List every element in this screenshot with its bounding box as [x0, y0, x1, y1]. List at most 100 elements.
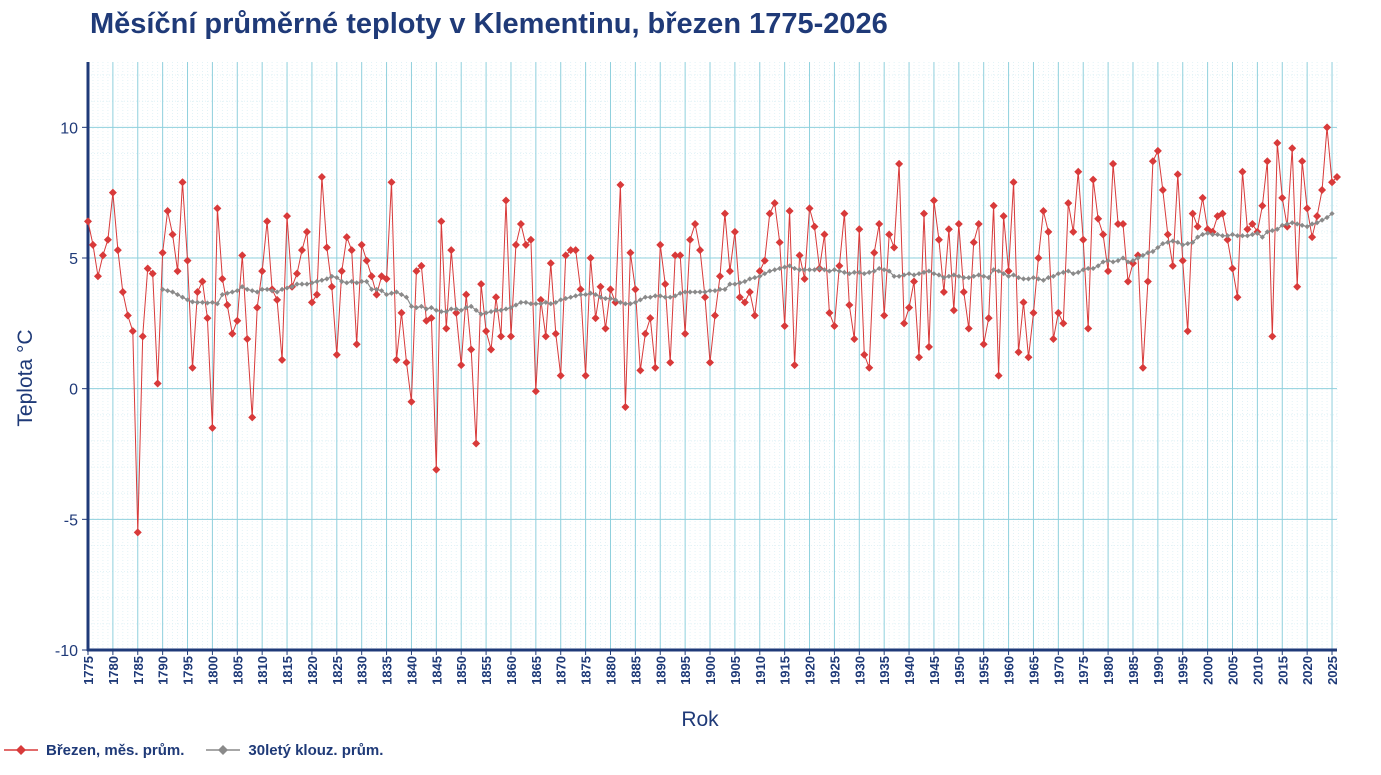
data-point-moving-average: [1125, 259, 1131, 265]
data-point-march: [875, 220, 884, 229]
data-point-moving-average: [1170, 238, 1176, 244]
data-point-march: [178, 178, 187, 187]
data-point-march: [1079, 235, 1088, 244]
y-tick-label: 0: [69, 382, 78, 399]
data-point-march: [352, 340, 361, 349]
data-point-moving-average: [453, 306, 459, 312]
data-point-moving-average: [1269, 227, 1275, 234]
data-point-moving-average: [986, 275, 992, 281]
legend-grey-diamond-icon: [206, 745, 241, 755]
data-point-moving-average: [1205, 230, 1211, 236]
data-point-march: [910, 277, 919, 286]
data-point-moving-average: [1040, 277, 1047, 283]
data-point-moving-average: [548, 301, 554, 307]
data-point-march: [730, 227, 739, 236]
data-point-march: [208, 423, 217, 432]
data-point-march: [750, 311, 759, 320]
data-point-march: [915, 353, 924, 362]
data-point-moving-average: [1214, 231, 1221, 238]
data-point-march: [1019, 298, 1028, 307]
data-point-moving-average: [398, 291, 405, 298]
data-point-moving-average: [1165, 239, 1171, 245]
data-point-moving-average: [1001, 271, 1007, 277]
data-point-march: [825, 308, 834, 317]
data-point-march: [263, 217, 272, 226]
data-point-moving-average: [553, 299, 559, 306]
data-point-moving-average: [1030, 275, 1037, 281]
data-point-march: [835, 261, 844, 270]
data-point-moving-average: [602, 295, 609, 302]
x-tick-label: 1850: [454, 656, 469, 685]
data-point-march: [1104, 267, 1113, 276]
data-point-march: [1173, 170, 1182, 179]
data-point-moving-average: [219, 291, 225, 298]
data-point-march: [1223, 235, 1232, 244]
data-point-moving-average: [747, 276, 753, 282]
y-axis-label: Teplota °C: [14, 329, 37, 426]
legend-item-moving-average[interactable]: 30letý klouz. prům.: [202, 742, 383, 759]
data-point-march: [148, 269, 157, 278]
legend-label-march: Březen, měs. prům.: [46, 741, 185, 759]
x-tick-label: 1940: [902, 656, 917, 685]
data-point-march: [576, 285, 585, 294]
data-point-moving-average: [677, 290, 683, 296]
data-point-march: [292, 269, 301, 278]
data-point-march: [133, 528, 142, 537]
data-point-march: [865, 363, 874, 372]
x-tick-label: 1910: [753, 656, 768, 685]
data-point-moving-average: [921, 269, 927, 275]
legend: Březen, měs. prům. 30letý klouz. prům.: [0, 735, 401, 765]
data-point-march: [1084, 324, 1093, 333]
data-point-moving-average: [319, 277, 325, 283]
data-point-march: [964, 324, 973, 333]
data-point-march: [780, 321, 789, 330]
data-point-moving-average: [1160, 241, 1166, 247]
data-point-march: [183, 256, 192, 265]
data-point-march: [939, 287, 948, 296]
data-point-moving-average: [787, 263, 793, 269]
data-point-march: [387, 178, 396, 187]
data-point-march: [337, 267, 346, 276]
data-point-moving-average: [971, 273, 977, 279]
data-point-moving-average: [563, 295, 569, 302]
data-point-march: [526, 235, 535, 244]
x-tick-label: 1860: [504, 656, 519, 685]
data-point-moving-average: [991, 267, 997, 273]
legend-item-march[interactable]: Březen, měs. prům.: [0, 742, 184, 759]
x-tick-label: 1825: [330, 656, 345, 685]
data-point-moving-average: [1279, 222, 1285, 228]
x-tick-label: 1795: [181, 656, 196, 685]
data-point-march: [900, 319, 909, 328]
data-point-moving-average: [403, 294, 410, 300]
data-point-moving-average: [682, 289, 688, 295]
data-point-march: [586, 254, 595, 262]
chart-plot: -10 -5 0 5 10 1775 1780 1785 1790 1795 1800 1805 181…: [14, 62, 1341, 731]
data-point-moving-average: [901, 272, 907, 278]
data-point-moving-average: [796, 267, 803, 273]
data-point-moving-average: [1264, 229, 1270, 235]
data-point-moving-average: [667, 294, 673, 300]
data-point-march: [581, 371, 590, 380]
data-point-march: [755, 267, 764, 276]
data-point-march: [1218, 209, 1227, 218]
data-point-moving-average: [1080, 267, 1086, 273]
data-point-march: [934, 235, 943, 244]
data-point-march: [596, 282, 605, 291]
data-point-moving-average: [906, 271, 912, 277]
data-point-march: [203, 314, 212, 323]
data-point-march: [706, 358, 715, 367]
x-tick-label: 1810: [255, 656, 270, 685]
data-point-march: [521, 240, 530, 249]
data-point-march: [1233, 293, 1242, 302]
data-point-moving-average: [637, 297, 643, 303]
data-point-moving-average: [1289, 220, 1295, 226]
data-point-moving-average: [996, 268, 1002, 274]
data-point-moving-average: [284, 285, 290, 291]
x-tick-label: 1785: [131, 656, 146, 685]
data-point-march: [103, 235, 112, 244]
data-point-march: [944, 225, 953, 234]
data-point-moving-average: [617, 299, 624, 306]
data-point-march: [760, 256, 769, 265]
data-point-march: [541, 332, 550, 341]
minor-gridlines: [88, 62, 1338, 650]
